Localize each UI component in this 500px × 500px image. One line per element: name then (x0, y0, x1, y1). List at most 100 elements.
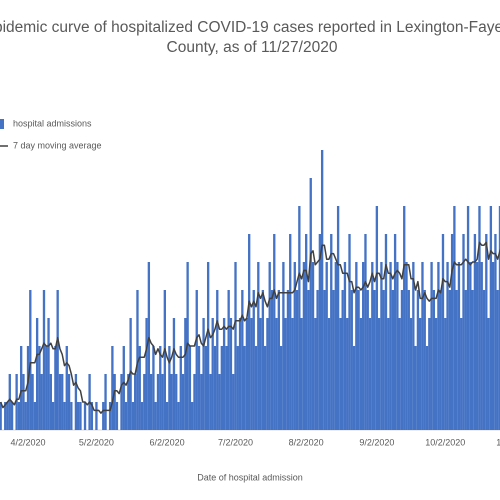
bar (95, 402, 98, 430)
bar (444, 318, 447, 430)
bar (35, 318, 39, 430)
bar (368, 318, 372, 430)
legend-label: hospital admissions (13, 118, 92, 128)
bar (491, 262, 495, 430)
bar (327, 318, 331, 430)
bar (318, 234, 322, 430)
bar (482, 290, 486, 430)
bar (362, 262, 365, 430)
bar (284, 318, 287, 430)
bar (277, 290, 280, 430)
bar (4, 402, 7, 430)
bar (122, 346, 125, 430)
bar (334, 262, 337, 430)
bar (145, 318, 148, 430)
bar (448, 290, 451, 430)
bar (232, 374, 235, 430)
bar (352, 346, 356, 430)
x-axis-title: Date of hospital admission (197, 472, 303, 482)
bar (289, 234, 292, 430)
bar (373, 290, 376, 430)
bar (108, 402, 112, 430)
bar (421, 262, 424, 430)
bar (478, 206, 481, 430)
x-tick-label: 7/2/2020 (218, 437, 253, 447)
bar (432, 290, 436, 430)
x-tick-label: 5/2/2020 (79, 437, 114, 447)
bar (22, 374, 25, 430)
bar (40, 374, 43, 430)
bar (115, 402, 119, 430)
bar (243, 346, 246, 430)
bar (195, 290, 198, 430)
bar (380, 262, 383, 430)
bar (273, 234, 276, 430)
bar (254, 346, 258, 430)
bar (343, 262, 347, 430)
bar (149, 374, 153, 430)
bar (377, 318, 381, 430)
bar (184, 318, 187, 430)
bar (419, 318, 422, 430)
bar (51, 402, 55, 430)
bar (154, 402, 157, 430)
bar (494, 234, 497, 430)
bar (42, 290, 46, 430)
bar (371, 262, 374, 430)
bar (300, 318, 303, 430)
bar (261, 290, 265, 430)
bar (348, 234, 351, 430)
bar (90, 402, 94, 430)
bar (457, 262, 461, 430)
bar (204, 346, 208, 430)
bar (286, 290, 290, 430)
bar (175, 374, 178, 430)
bar (364, 234, 367, 430)
bar (323, 290, 326, 430)
bar (238, 318, 242, 430)
bar (403, 206, 406, 430)
bar (398, 318, 401, 430)
bar (47, 318, 50, 430)
bar (140, 402, 144, 430)
bar (466, 206, 470, 430)
bar (136, 290, 139, 430)
bar (193, 374, 196, 430)
bar (168, 346, 171, 430)
x-tick-label: 10/2/2020 (425, 437, 465, 447)
bar (355, 262, 358, 430)
bar (163, 290, 166, 430)
bar (336, 206, 340, 430)
bar (127, 374, 130, 430)
bar (248, 234, 251, 430)
bar (487, 318, 490, 430)
legend-swatch (0, 119, 4, 129)
bar (257, 262, 260, 430)
bar (396, 262, 399, 430)
x-tick-label: 6/2/2020 (150, 437, 185, 447)
bar (382, 290, 385, 430)
x-tick-label: 8/2/2020 (289, 437, 324, 447)
bar (63, 402, 66, 430)
legend-label: 7 day moving average (13, 140, 102, 150)
bar (29, 290, 32, 430)
bar (314, 318, 317, 430)
bar (268, 262, 271, 430)
bar (412, 262, 415, 430)
bar (291, 318, 294, 430)
bar (234, 262, 237, 430)
bar (20, 346, 23, 430)
bar (211, 318, 214, 430)
bar (473, 234, 477, 430)
bar (439, 290, 442, 430)
bar (391, 290, 394, 430)
bar (56, 290, 59, 430)
bar (227, 290, 230, 430)
bar (320, 150, 324, 430)
bar (330, 234, 333, 430)
bar (409, 318, 413, 430)
bar (67, 374, 71, 430)
bar (209, 374, 212, 430)
bar (407, 290, 410, 430)
